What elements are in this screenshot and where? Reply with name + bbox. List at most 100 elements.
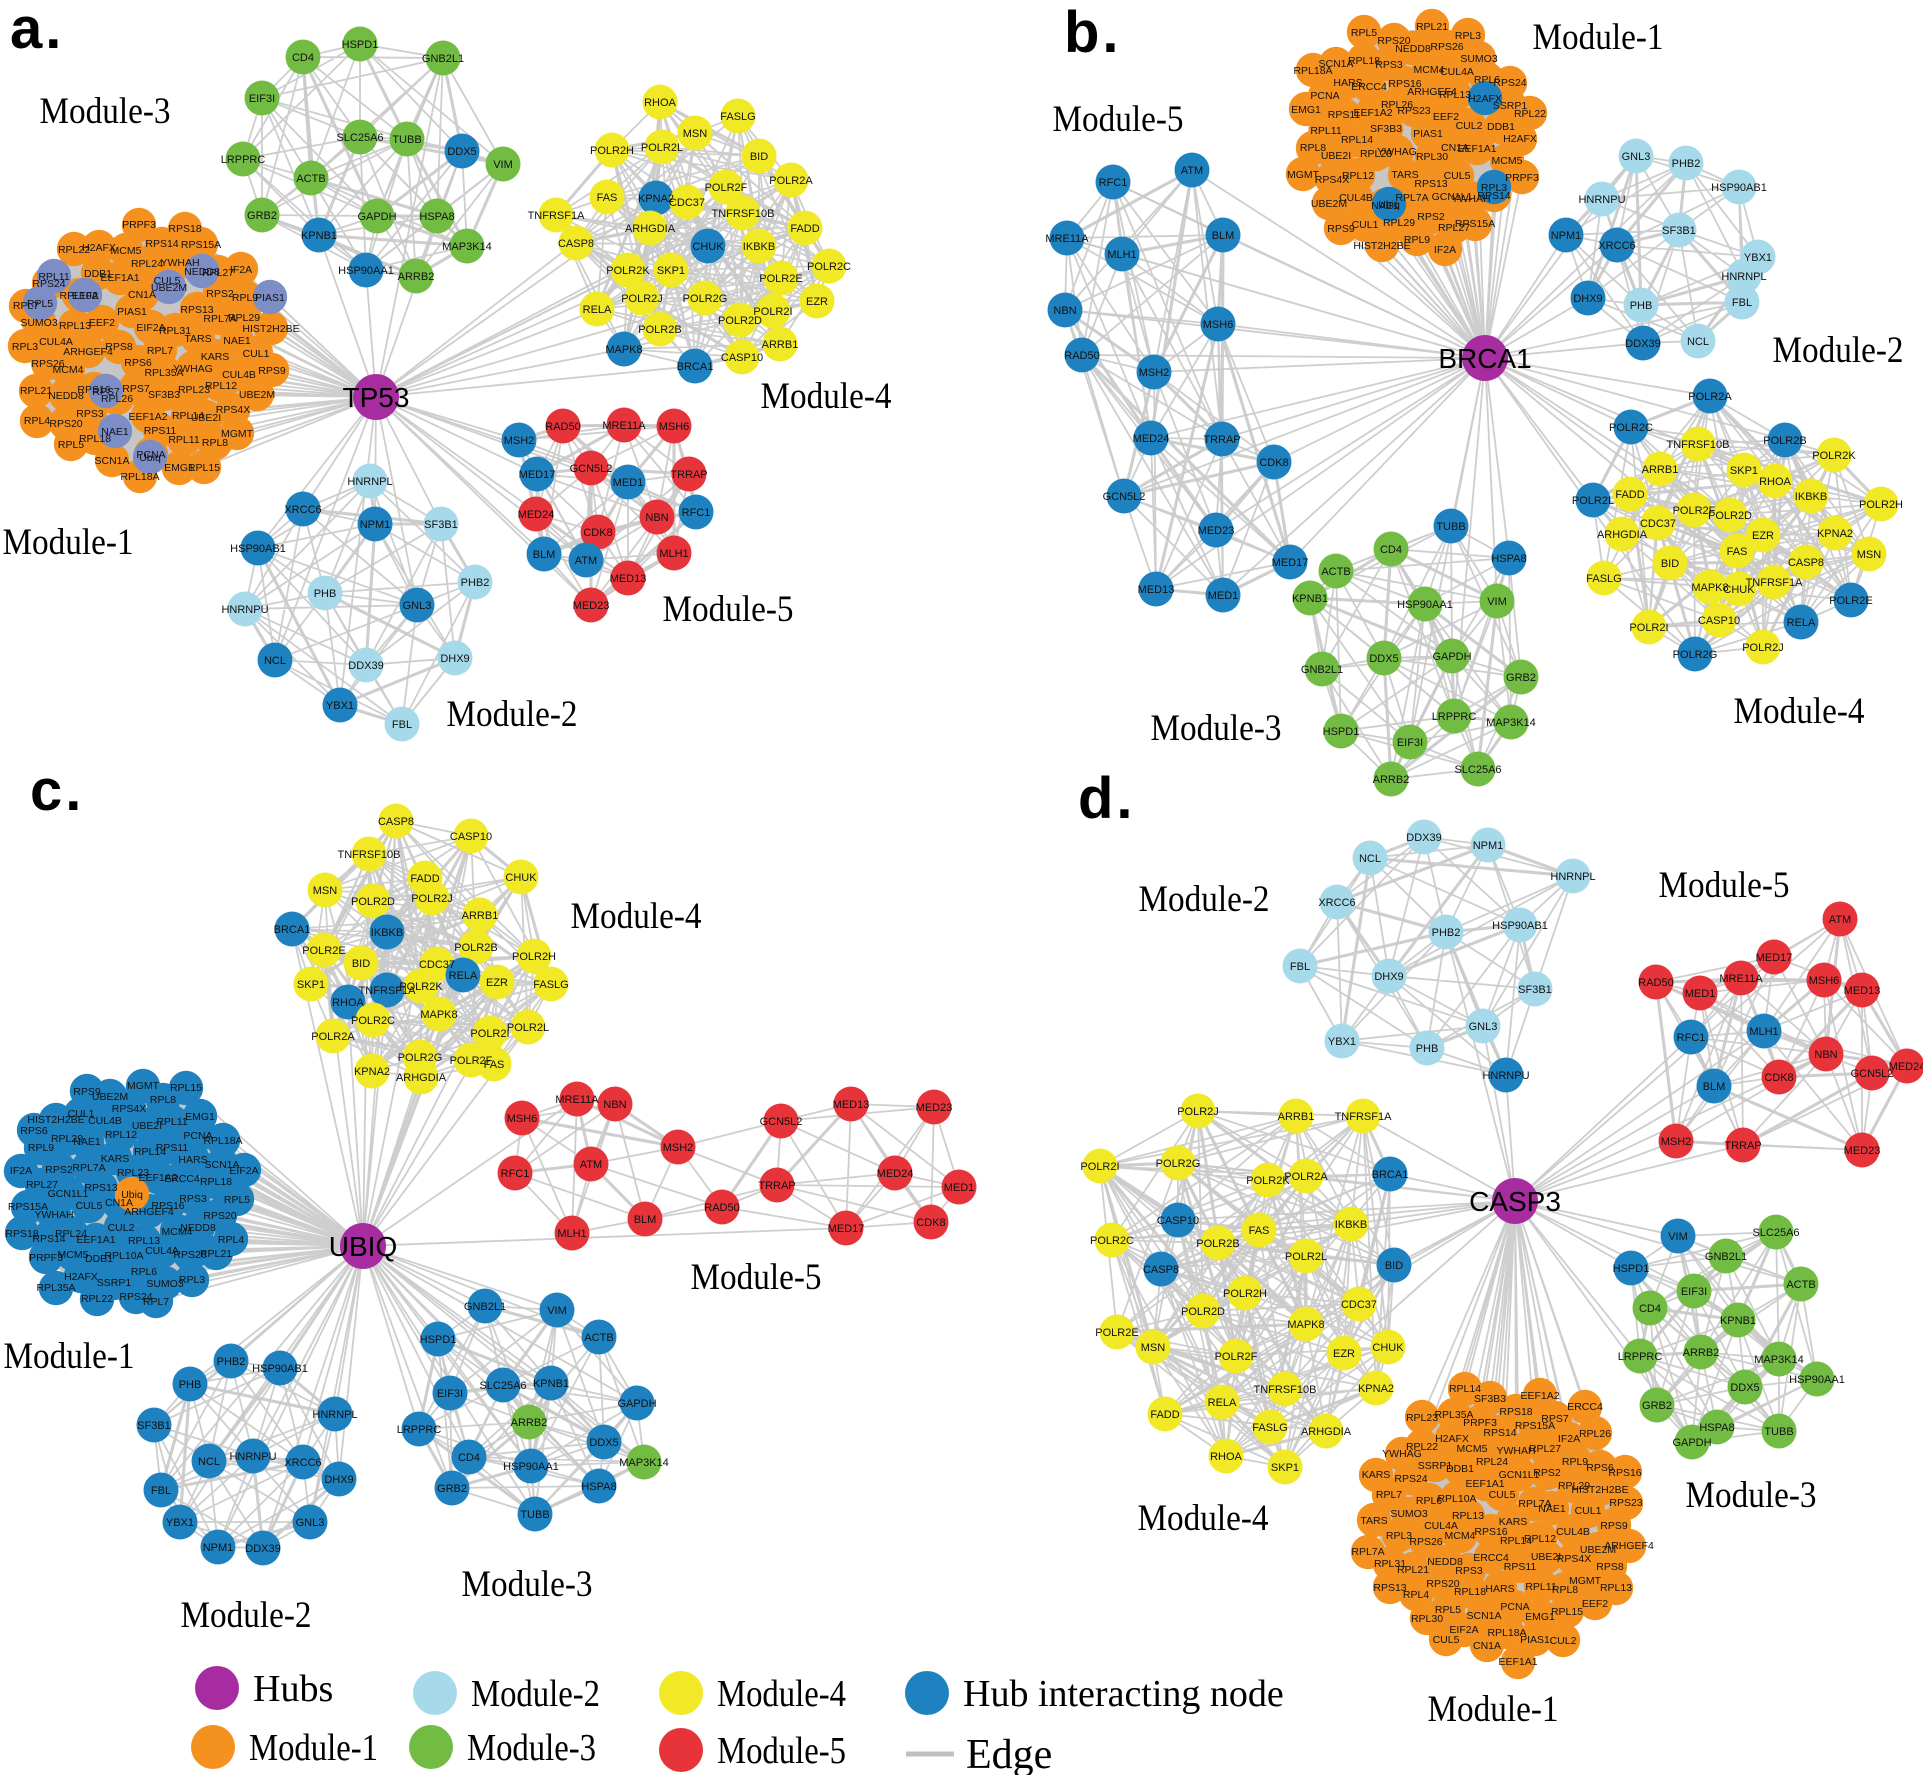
- svg-text:RPL31: RPL31: [159, 325, 191, 337]
- svg-text:RPS24: RPS24: [119, 1291, 152, 1303]
- svg-text:ERCC4: ERCC4: [1567, 1401, 1603, 1413]
- svg-text:CN1A: CN1A: [128, 289, 156, 301]
- svg-text:VIM: VIM: [493, 159, 513, 171]
- svg-text:RPS11: RPS11: [1504, 1561, 1537, 1573]
- svg-text:CASP8: CASP8: [1143, 1264, 1179, 1276]
- svg-text:RPS15A: RPS15A: [181, 239, 221, 251]
- svg-text:NEDD8: NEDD8: [184, 266, 220, 278]
- svg-text:RPL29: RPL29: [228, 312, 260, 324]
- svg-text:H2AFX: H2AFX: [1503, 133, 1537, 145]
- svg-text:GAPDH: GAPDH: [357, 211, 396, 223]
- svg-text:RPL7A: RPL7A: [1351, 1546, 1384, 1558]
- svg-text:RPL7: RPL7: [13, 300, 39, 312]
- svg-text:RELA: RELA: [449, 970, 478, 982]
- svg-text:SUMO3: SUMO3: [1390, 1508, 1428, 1520]
- svg-text:GRB2: GRB2: [1506, 672, 1536, 684]
- svg-text:Module-2: Module-2: [181, 1595, 312, 1636]
- svg-text:Module-5: Module-5: [663, 589, 794, 630]
- svg-text:Module-1: Module-1: [1428, 1689, 1559, 1730]
- svg-text:POLR2H: POLR2H: [512, 951, 556, 963]
- svg-text:Module-2: Module-2: [471, 1673, 600, 1715]
- svg-text:POLR2A: POLR2A: [311, 1031, 355, 1043]
- svg-text:FAS: FAS: [1727, 546, 1748, 558]
- svg-text:RPS14: RPS14: [32, 1233, 65, 1245]
- svg-text:RFC1: RFC1: [501, 1168, 530, 1180]
- svg-text:FAS: FAS: [484, 1059, 505, 1071]
- svg-text:RELA: RELA: [1208, 1397, 1237, 1409]
- svg-text:HSP90AB1: HSP90AB1: [230, 543, 286, 555]
- svg-text:ARHGEF4: ARHGEF4: [1604, 1540, 1654, 1552]
- svg-text:Module-3: Module-3: [1151, 708, 1282, 749]
- svg-text:POLR2D: POLR2D: [1181, 1306, 1225, 1318]
- svg-text:MED17: MED17: [519, 469, 556, 481]
- svg-text:XRCC6: XRCC6: [284, 1457, 321, 1469]
- svg-text:MSH6: MSH6: [659, 421, 690, 433]
- svg-text:RPS20: RPS20: [49, 418, 82, 430]
- svg-text:POLR2C: POLR2C: [1609, 422, 1653, 434]
- svg-text:RPL7A: RPL7A: [72, 1162, 105, 1174]
- svg-text:RPS8: RPS8: [1596, 1561, 1624, 1573]
- svg-text:RPS20: RPS20: [1377, 35, 1410, 47]
- svg-text:RPL22: RPL22: [1514, 108, 1546, 120]
- svg-text:IKBKB: IKBKB: [1335, 1219, 1367, 1231]
- svg-text:EIF3I: EIF3I: [437, 1388, 463, 1400]
- svg-text:MED13: MED13: [1844, 985, 1881, 997]
- svg-text:FADD: FADD: [1150, 1409, 1179, 1421]
- svg-text:YWHAH: YWHAH: [1451, 193, 1490, 205]
- svg-text:POLR2A: POLR2A: [1284, 1171, 1328, 1183]
- svg-text:CDC37: CDC37: [669, 197, 705, 209]
- svg-text:RPL5: RPL5: [224, 1194, 250, 1206]
- svg-text:HNRNPU: HNRNPU: [221, 604, 268, 616]
- svg-text:Module-4: Module-4: [761, 376, 892, 417]
- svg-text:RPL31: RPL31: [1374, 1558, 1406, 1570]
- svg-text:POLR2B: POLR2B: [454, 942, 497, 954]
- svg-text:UBE2M: UBE2M: [92, 1091, 128, 1103]
- svg-text:CDK8: CDK8: [583, 527, 612, 539]
- svg-text:RPS23: RPS23: [1609, 1497, 1642, 1509]
- svg-text:MSN: MSN: [1141, 1342, 1166, 1354]
- svg-text:CUL5: CUL5: [1444, 170, 1471, 182]
- svg-text:RPL15: RPL15: [170, 1082, 202, 1094]
- svg-text:MED24: MED24: [877, 1168, 914, 1180]
- svg-text:MED13: MED13: [1138, 584, 1175, 596]
- svg-text:GNB2L1: GNB2L1: [1301, 664, 1343, 676]
- svg-text:EZR: EZR: [1752, 530, 1774, 542]
- svg-text:PHB: PHB: [179, 1379, 202, 1391]
- svg-text:Module-1: Module-1: [4, 1336, 135, 1377]
- svg-text:TARS: TARS: [1360, 1515, 1387, 1527]
- svg-text:POLR2C: POLR2C: [1090, 1235, 1134, 1247]
- svg-text:RPS6: RPS6: [1586, 1462, 1614, 1474]
- svg-text:HNRNPU: HNRNPU: [229, 1451, 276, 1463]
- svg-text:RPL11: RPL11: [168, 434, 199, 446]
- svg-text:RPS18: RPS18: [168, 223, 201, 235]
- svg-text:Hub interacting node: Hub interacting node: [963, 1673, 1284, 1715]
- svg-text:GCN1L1: GCN1L1: [1432, 191, 1473, 203]
- svg-text:H2AFX: H2AFX: [1468, 93, 1502, 105]
- svg-text:RPL11: RPL11: [156, 1116, 187, 1128]
- svg-text:TNFRSF1A: TNFRSF1A: [359, 985, 417, 997]
- svg-text:MLH1: MLH1: [659, 548, 688, 560]
- svg-text:NBN: NBN: [1053, 305, 1076, 317]
- svg-text:CD4: CD4: [1639, 1303, 1661, 1315]
- svg-text:RPL23: RPL23: [178, 384, 210, 396]
- svg-text:ARHGEF4: ARHGEF4: [1407, 86, 1457, 98]
- svg-text:HSPD1: HSPD1: [1323, 726, 1360, 738]
- svg-text:Module-5: Module-5: [691, 1257, 822, 1298]
- svg-text:MAP3K14: MAP3K14: [442, 241, 492, 253]
- svg-text:RPS3: RPS3: [179, 1193, 207, 1205]
- svg-text:CD4: CD4: [458, 1452, 480, 1464]
- svg-text:LRPPRC: LRPPRC: [1432, 711, 1477, 723]
- svg-text:RPS15A: RPS15A: [1515, 1420, 1555, 1432]
- svg-text:POLR2I: POLR2I: [1629, 622, 1668, 634]
- svg-text:RPS7: RPS7: [1541, 1413, 1569, 1425]
- svg-text:RPL8: RPL8: [1300, 142, 1326, 154]
- svg-text:VIM: VIM: [1668, 1231, 1688, 1243]
- svg-text:IF2A: IF2A: [1434, 244, 1456, 256]
- svg-text:HNRNPU: HNRNPU: [1578, 194, 1625, 206]
- svg-text:CASP8: CASP8: [558, 238, 594, 250]
- svg-text:RPL11: RPL11: [38, 271, 69, 283]
- svg-text:PCNA: PCNA: [1500, 1601, 1529, 1613]
- svg-text:RPS4X: RPS4X: [1557, 1553, 1591, 1565]
- svg-text:MED23: MED23: [1844, 1145, 1881, 1157]
- svg-text:RPL26: RPL26: [1579, 1428, 1611, 1440]
